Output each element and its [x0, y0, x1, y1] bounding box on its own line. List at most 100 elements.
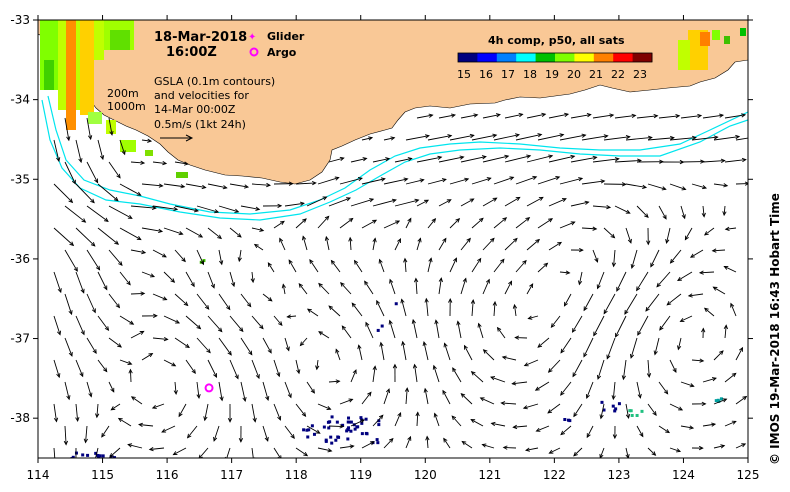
- velocity-arrow: [149, 447, 165, 450]
- velocity-arrow: [625, 183, 647, 188]
- velocity-arrow: [284, 425, 295, 439]
- annotation-line4: 0.5m/s (1kt 24h): [154, 118, 246, 131]
- velocity-arrow: [583, 337, 594, 357]
- velocity-arrow: [482, 155, 509, 163]
- velocity-arrow: [504, 197, 520, 207]
- velocity-arrow: [471, 177, 491, 185]
- velocity-arrow: [383, 220, 400, 229]
- legend-glider-label: Glider: [267, 30, 305, 43]
- velocity-arrow: [592, 249, 598, 263]
- velocity-arrow: [573, 447, 583, 457]
- velocity-arrow: [328, 425, 344, 427]
- velocity-arrow: [141, 227, 163, 232]
- velocity-arrow: [438, 114, 456, 119]
- velocity-arrow: [207, 227, 222, 239]
- velocity-arrow: [669, 447, 681, 452]
- x-tick-label: 119: [349, 468, 372, 482]
- velocity-arrow: [597, 271, 605, 289]
- velocity-arrow: [229, 359, 239, 379]
- velocity-arrow: [273, 220, 285, 229]
- velocity-arrow: [86, 161, 99, 183]
- title-time: 16:00Z: [166, 45, 217, 60]
- velocity-arrow: [279, 238, 286, 251]
- x-tick-label: 121: [478, 468, 501, 482]
- velocity-arrow: [75, 315, 85, 335]
- velocity-arrow: [178, 403, 187, 417]
- colorbar: 4h comp, p50, all sats 15 16 17 18 19 20 21 22 2…: [457, 34, 653, 81]
- velocity-arrow: [389, 279, 396, 295]
- velocity-arrow: [514, 304, 517, 317]
- velocity-arrow: [97, 359, 108, 372]
- velocity-arrow: [483, 349, 495, 361]
- x-axis: 114 115 116 117 118 119 120 121 122 123 124 125: [27, 15, 759, 482]
- velocity-arrow: [723, 205, 726, 216]
- velocity-arrow: [97, 315, 109, 331]
- velocity-arrow: [354, 260, 363, 273]
- velocity-arrow: [548, 359, 561, 373]
- velocity-arrow: [53, 139, 60, 162]
- legend: ✦ Glider Argo: [248, 30, 305, 59]
- velocity-arrow: [524, 359, 539, 367]
- y-tick-label: -34: [10, 93, 30, 107]
- velocity-arrow: [699, 271, 715, 274]
- velocity-arrow: [724, 159, 746, 163]
- velocity-arrow: [669, 359, 677, 373]
- velocity-arrow: [713, 445, 725, 449]
- velocity-arrow: [254, 244, 264, 251]
- velocity-arrow: [185, 359, 196, 374]
- velocity-arrow: [349, 237, 352, 251]
- velocity-arrow: [53, 359, 60, 378]
- velocity-arrow: [251, 315, 264, 329]
- velocity-arrow: [64, 161, 76, 184]
- velocity-arrow: [328, 380, 340, 383]
- argo-icon: [249, 47, 259, 57]
- velocity-arrow: [702, 205, 705, 217]
- velocity-arrow: [537, 263, 548, 273]
- velocity-arrow: [317, 403, 331, 410]
- velocity-arrow: [383, 178, 408, 185]
- velocity-arrow: [152, 293, 167, 301]
- velocity-arrow: [108, 293, 120, 308]
- velocity-arrow: [339, 177, 363, 185]
- velocity-arrow: [282, 284, 286, 295]
- velocity-arrow: [735, 347, 743, 361]
- velocity-arrow: [416, 238, 421, 251]
- velocity-arrow: [365, 322, 374, 339]
- velocity-arrow: [593, 315, 605, 336]
- velocity-arrow: [405, 179, 424, 185]
- velocity-arrow: [240, 205, 260, 210]
- velocity-arrow: [501, 402, 517, 405]
- velocity-arrow: [564, 293, 572, 307]
- velocity-arrow: [560, 381, 572, 396]
- velocity-arrow: [273, 315, 283, 326]
- velocity-arrow: [704, 307, 715, 317]
- velocity-arrow: [647, 359, 650, 377]
- velocity-arrow: [504, 155, 531, 163]
- velocity-arrow: [537, 218, 553, 229]
- velocity-arrow: [328, 305, 341, 317]
- velocity-arrow: [427, 218, 436, 229]
- velocity-arrow: [138, 424, 154, 427]
- velocity-arrow: [606, 337, 616, 359]
- velocity-arrow: [376, 300, 385, 317]
- velocity-arrow: [226, 447, 231, 458]
- velocity-arrow: [449, 218, 460, 229]
- velocity-arrow: [622, 359, 627, 380]
- velocity-arrow: [449, 178, 469, 185]
- velocity-arrow: [163, 359, 176, 367]
- velocity-arrow: [325, 236, 330, 251]
- velocity-arrow: [724, 420, 737, 427]
- velocity-arrow: [659, 315, 671, 331]
- velocity-arrow: [85, 425, 88, 443]
- velocity-arrow: [636, 115, 658, 119]
- velocity-arrow: [86, 381, 92, 397]
- velocity-arrow: [340, 282, 352, 295]
- velocity-arrow: [658, 115, 680, 119]
- x-tick-label: 115: [91, 468, 114, 482]
- velocity-arrow: [383, 137, 395, 141]
- velocity-arrow: [300, 337, 308, 346]
- velocity-arrow: [240, 293, 252, 307]
- velocity-arrow: [570, 114, 591, 119]
- velocity-arrow: [96, 403, 99, 418]
- velocity-arrow: [482, 197, 497, 207]
